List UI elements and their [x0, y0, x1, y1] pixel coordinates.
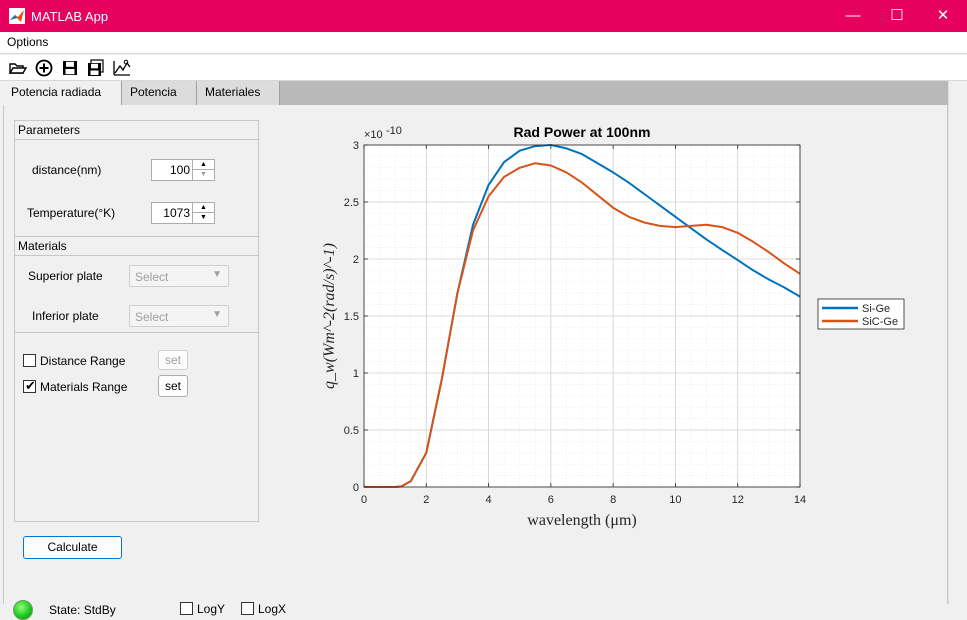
- toolbar: [0, 55, 967, 81]
- materials-range-checkbox[interactable]: ✔: [23, 378, 36, 393]
- distance-range-set-button[interactable]: set: [158, 350, 188, 370]
- add-icon[interactable]: [34, 58, 54, 78]
- legend-label: Si-Ge: [862, 303, 890, 315]
- materials-panel: Materials Superior plate Select ▼ Inferi…: [14, 236, 259, 333]
- x-tick-label: 2: [423, 494, 429, 506]
- checkmark-icon: ✔: [25, 378, 36, 393]
- distance-range-label: Distance Range: [40, 354, 126, 368]
- radiated-power-chart[interactable]: 0 2 4 6 8 10 12 14 0 0.5 1 1.5 2 2.5 3 ×10 -10 Rad Power …: [312, 120, 917, 540]
- temperature-label: Temperature(°K): [27, 206, 116, 220]
- y-axis-label: q_w(Wm^-2(rad/s)^-1): [321, 243, 338, 389]
- series-line: [364, 162, 801, 488]
- matlab-logo-icon: [9, 8, 25, 24]
- tab-potencia[interactable]: Potencia: [122, 81, 197, 105]
- materials-panel-title: Materials: [15, 237, 258, 256]
- spinner-down-icon[interactable]: ▼: [200, 171, 207, 178]
- tab-potencia-radiada[interactable]: Potencia radiada: [3, 81, 122, 106]
- temperature-value: 1073: [163, 206, 190, 220]
- tab-group: Potencia radiada Potencia Materiales Par…: [3, 81, 948, 620]
- window-title: MATLAB App: [31, 9, 109, 24]
- tab-strip: Potencia radiada Potencia Materiales: [3, 81, 948, 106]
- superior-plate-value: Select: [135, 270, 169, 284]
- superior-plate-label: Superior plate: [28, 269, 103, 283]
- save-icon[interactable]: [60, 58, 80, 78]
- legend-box: [817, 298, 905, 330]
- legend-label: SiC-Ge: [862, 316, 898, 328]
- temperature-spinner-arrows: ▲ ▼: [192, 203, 214, 223]
- y-tick-label: 1: [353, 368, 359, 380]
- x-tick-label: 0: [361, 494, 367, 506]
- inferior-plate-value: Select: [135, 310, 169, 324]
- tab-materiales[interactable]: Materiales: [197, 81, 280, 105]
- y-tick-label: 0.5: [344, 425, 359, 437]
- parameters-panel-title: Parameters: [15, 121, 258, 140]
- x-axis-label: wavelength (μm): [527, 512, 636, 529]
- distance-value: 100: [169, 163, 190, 177]
- x-tick-label: 12: [732, 494, 744, 506]
- y-multiplier-exponent: -10: [386, 125, 402, 137]
- menu-bar: Options: [0, 32, 967, 54]
- materials-range-set-button[interactable]: set: [158, 375, 188, 397]
- logy-label: LogY: [197, 602, 226, 616]
- y-multiplier-label: ×10: [364, 129, 383, 141]
- minimize-button[interactable]: —: [845, 7, 861, 24]
- distance-spinner[interactable]: 100 ▲ ▼: [151, 159, 215, 181]
- y-tick-label: 1.5: [344, 311, 359, 323]
- open-icon[interactable]: [8, 58, 28, 78]
- calculate-button[interactable]: Calculate: [23, 536, 122, 559]
- inferior-plate-dropdown[interactable]: Select ▼: [129, 305, 229, 327]
- y-tick-label: 2.5: [344, 197, 359, 209]
- materials-range-label: Materials Range: [40, 380, 128, 394]
- distance-label: distance(nm): [32, 163, 102, 177]
- y-tick-label: 0: [353, 482, 359, 494]
- x-tick-label: 4: [486, 494, 492, 506]
- x-tick-label: 8: [610, 494, 616, 506]
- chevron-down-icon: ▼: [212, 309, 222, 320]
- status-text: State: StdBy: [49, 603, 116, 617]
- y-tick-label: 2: [353, 254, 359, 266]
- maximize-button[interactable]: ☐: [890, 7, 904, 24]
- chart-title: Rad Power at 100nm: [514, 124, 651, 140]
- logx-label: LogX: [258, 602, 287, 616]
- distance-spinner-arrows: ▲ ▼: [192, 160, 214, 180]
- plot-icon[interactable]: [112, 58, 132, 78]
- spinner-up-icon[interactable]: ▲: [193, 160, 214, 170]
- inferior-plate-label: Inferior plate: [32, 309, 99, 323]
- tab-body: Parameters distance(nm) 100 ▲ ▼ Temperat…: [3, 105, 948, 620]
- spinner-down-icon[interactable]: ▼: [200, 214, 207, 221]
- save-all-icon[interactable]: [86, 58, 106, 78]
- x-tick-label: 6: [548, 494, 554, 506]
- distance-range-checkbox[interactable]: [23, 354, 36, 367]
- controls-panel: Parameters distance(nm) 100 ▲ ▼ Temperat…: [14, 120, 259, 522]
- menu-options[interactable]: Options: [7, 35, 49, 49]
- status-lamp: [13, 600, 33, 620]
- title-bar: MATLAB App — ☐ ✕: [0, 0, 967, 32]
- vertical-scrollbar[interactable]: [948, 81, 967, 604]
- x-tick-label: 10: [669, 494, 681, 506]
- superior-plate-dropdown[interactable]: Select ▼: [129, 265, 229, 287]
- spinner-up-icon[interactable]: ▲: [193, 203, 214, 213]
- y-tick-label: 3: [353, 140, 359, 152]
- chevron-down-icon: ▼: [212, 269, 222, 280]
- close-button[interactable]: ✕: [936, 7, 950, 24]
- x-tick-label: 14: [794, 494, 806, 506]
- temperature-spinner[interactable]: 1073 ▲ ▼: [151, 202, 215, 224]
